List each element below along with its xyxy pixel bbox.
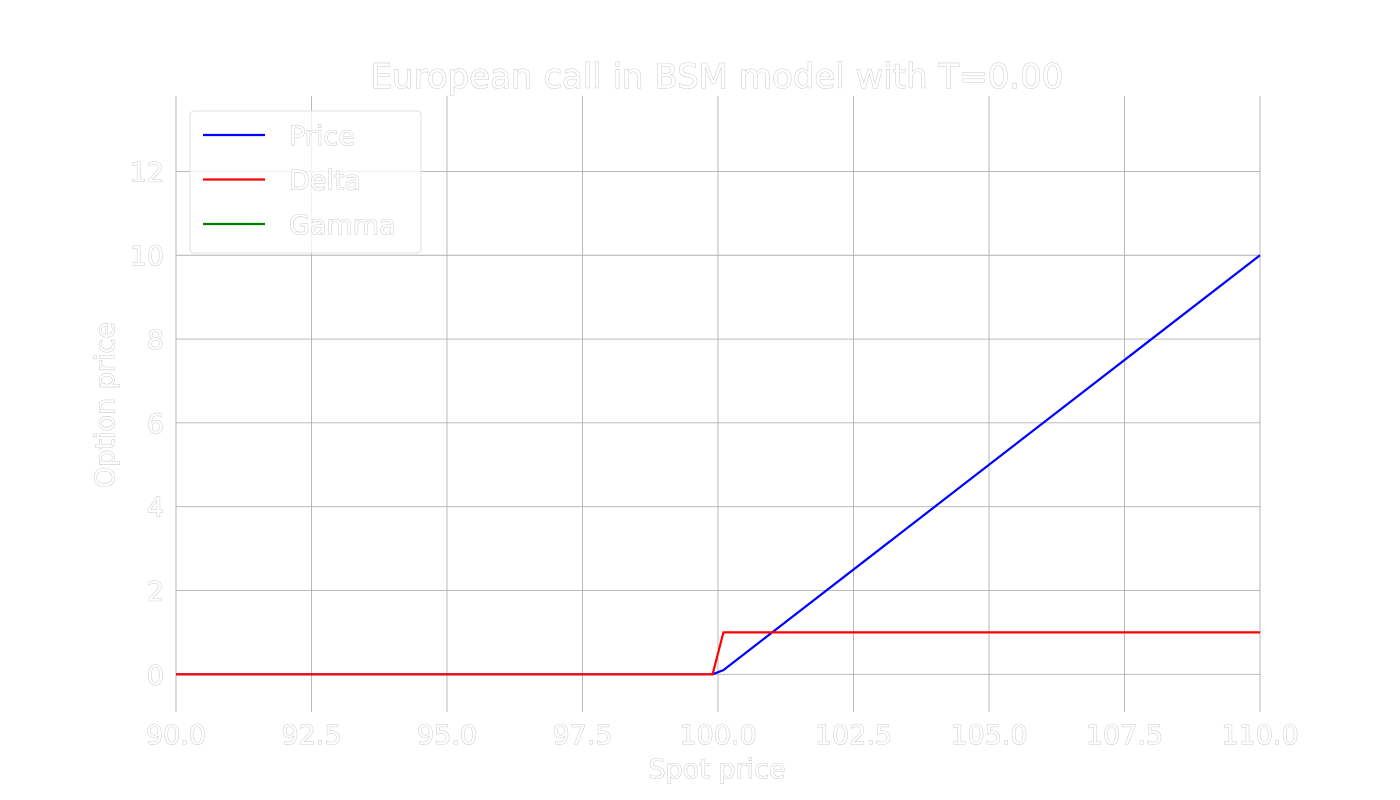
legend-frame: [189, 110, 422, 254]
y-axis-label: Option price: [90, 322, 121, 488]
x-tick-label: 97.5: [552, 720, 612, 751]
y-tick-label: 10: [130, 241, 164, 272]
x-tick-label: 107.5: [1086, 720, 1163, 751]
x-tick-label: 105.0: [950, 720, 1027, 751]
y-tick-label: 0: [147, 660, 164, 691]
chart-title: European call in BSM model with T=0.00: [371, 57, 1064, 97]
x-tick-label: 95.0: [417, 720, 477, 751]
y-tick-label: 2: [147, 576, 164, 607]
legend-label-gamma: Gamma: [289, 210, 396, 241]
x-tick-label: 92.5: [281, 720, 341, 751]
grid: [175, 96, 1261, 712]
y-tick-label: 6: [147, 409, 164, 440]
series-line-delta: [176, 631, 1260, 676]
x-tick-label: 100.0: [679, 720, 756, 751]
x-tick-label: 102.5: [815, 720, 892, 751]
x-axis-label: Spot price: [648, 754, 785, 785]
x-tick-label: 110.0: [1221, 720, 1298, 751]
legend-label-delta: Delta: [289, 166, 361, 197]
y-tick-label: 8: [147, 325, 164, 356]
legend-label-price: Price: [289, 121, 355, 152]
y-tick-label: 4: [147, 493, 164, 524]
tick-labels: 90.0 92.5 95.0 97.5 100.0 102.5 105.0 107.5 110.…: [129, 157, 1299, 751]
series-lines: [176, 254, 1261, 676]
x-tick-label: 90.0: [146, 720, 206, 751]
y-tick-label: 12: [130, 157, 164, 188]
legend: Price Delta Gamma: [189, 110, 422, 254]
